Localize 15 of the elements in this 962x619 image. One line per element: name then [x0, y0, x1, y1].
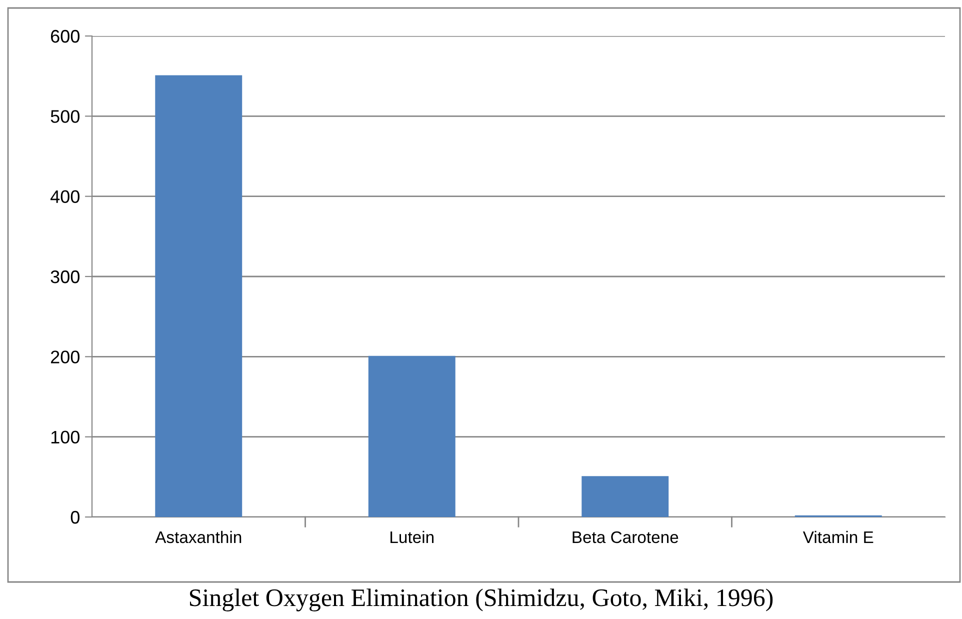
y-tick-label: 500 [50, 110, 80, 123]
x-tick-label: Lutein [390, 530, 434, 544]
bar [368, 356, 456, 517]
x-tick-label: Astaxanthin [155, 530, 242, 544]
y-tick-label: 400 [50, 190, 80, 204]
y-tick-label: 0 [70, 510, 80, 524]
y-tick-label: 200 [50, 350, 80, 364]
x-tick-label: Beta Carotene [572, 531, 678, 544]
y-tick-label: 300 [50, 270, 80, 284]
y-tick-label: 600 [50, 30, 80, 43]
y-tick-label: 100 [51, 430, 80, 444]
text: Singlet Oxygen Elimination (Shimidzu, Goto, Miki, 1996) [190, 588, 773, 612]
bar [155, 75, 242, 517]
x-tick-label: Vitamin E [802, 530, 874, 544]
bar [582, 476, 669, 517]
